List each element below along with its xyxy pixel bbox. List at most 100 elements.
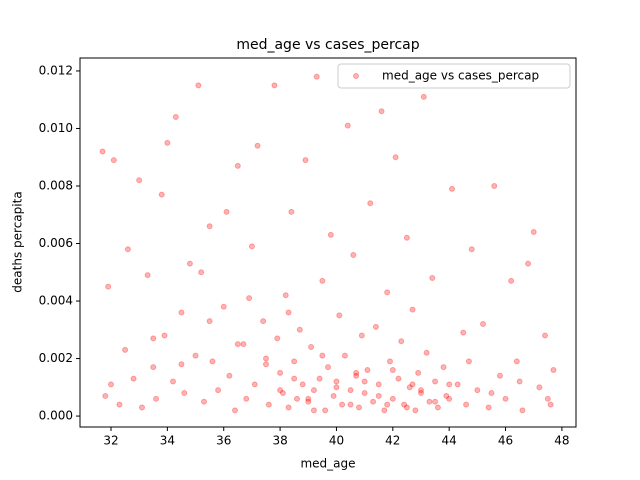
- point: [375, 392, 382, 399]
- point: [251, 381, 258, 388]
- point: [370, 398, 377, 405]
- point: [102, 392, 109, 399]
- point: [178, 309, 185, 316]
- point: [206, 318, 213, 325]
- point: [412, 407, 419, 414]
- point: [277, 387, 284, 394]
- y-tick-label: 0.002: [39, 351, 73, 365]
- x-tick-label: 46: [498, 434, 513, 448]
- x-tick-label: 48: [554, 434, 569, 448]
- point: [316, 375, 323, 382]
- point: [358, 332, 365, 339]
- point: [547, 401, 554, 408]
- point: [384, 401, 391, 408]
- point: [474, 387, 481, 394]
- point: [263, 355, 269, 362]
- point: [389, 367, 396, 374]
- point: [274, 335, 281, 342]
- point: [384, 289, 391, 296]
- point: [389, 395, 396, 402]
- x-axis-label: med_age: [300, 457, 355, 471]
- point: [432, 398, 439, 405]
- point: [344, 122, 351, 129]
- point: [496, 372, 503, 379]
- point: [178, 361, 185, 368]
- x-tick-label: 44: [442, 434, 457, 448]
- point: [285, 309, 292, 316]
- point: [144, 272, 151, 279]
- point: [409, 306, 416, 313]
- point: [542, 332, 548, 339]
- point: [508, 277, 515, 284]
- point: [271, 82, 278, 89]
- point: [164, 139, 171, 146]
- point: [265, 401, 272, 408]
- point: [398, 338, 405, 345]
- y-tick-label: 0.000: [39, 409, 73, 423]
- point: [401, 401, 408, 408]
- point: [170, 378, 176, 385]
- point: [530, 229, 537, 236]
- point: [420, 93, 427, 100]
- point: [310, 387, 317, 394]
- point: [285, 404, 292, 411]
- point: [356, 404, 362, 411]
- point: [305, 398, 312, 405]
- x-tick-label: 40: [329, 434, 344, 448]
- point: [139, 404, 145, 411]
- point: [116, 401, 123, 408]
- point: [449, 185, 455, 192]
- point: [336, 312, 343, 319]
- point: [150, 335, 157, 342]
- plot-frame: [79, 57, 577, 428]
- point: [525, 260, 532, 267]
- point: [502, 395, 509, 402]
- point: [491, 182, 498, 189]
- point: [392, 154, 399, 161]
- point: [403, 404, 410, 411]
- point: [418, 390, 424, 397]
- point: [110, 157, 117, 164]
- point: [347, 401, 354, 408]
- point: [299, 381, 306, 388]
- point: [440, 364, 447, 371]
- point: [418, 387, 424, 394]
- point: [282, 292, 289, 299]
- point: [209, 358, 216, 365]
- x-tick-label: 38: [272, 434, 287, 448]
- point: [341, 352, 348, 359]
- y-tick-label: 0.010: [39, 121, 73, 135]
- point: [99, 148, 106, 155]
- point: [322, 407, 329, 414]
- point: [339, 401, 346, 408]
- point: [460, 329, 467, 336]
- point: [333, 378, 340, 385]
- point: [172, 113, 179, 120]
- point: [426, 398, 433, 405]
- point: [198, 269, 205, 276]
- point: [432, 378, 439, 385]
- point: [240, 341, 247, 348]
- point: [310, 407, 317, 414]
- point: [330, 392, 337, 399]
- point: [234, 162, 241, 169]
- point: [454, 381, 461, 388]
- point: [406, 384, 413, 391]
- point: [308, 344, 315, 351]
- x-tick-label: 34: [160, 434, 175, 448]
- point: [192, 352, 199, 359]
- point: [158, 191, 165, 198]
- y-tick-label: 0.004: [39, 294, 73, 308]
- point: [468, 246, 475, 253]
- point: [488, 390, 495, 397]
- legend-box: [337, 63, 571, 89]
- point: [153, 395, 160, 402]
- point: [291, 358, 298, 365]
- point: [415, 369, 422, 376]
- point: [243, 395, 250, 402]
- point: [186, 260, 193, 267]
- point: [333, 384, 340, 391]
- point: [519, 407, 526, 414]
